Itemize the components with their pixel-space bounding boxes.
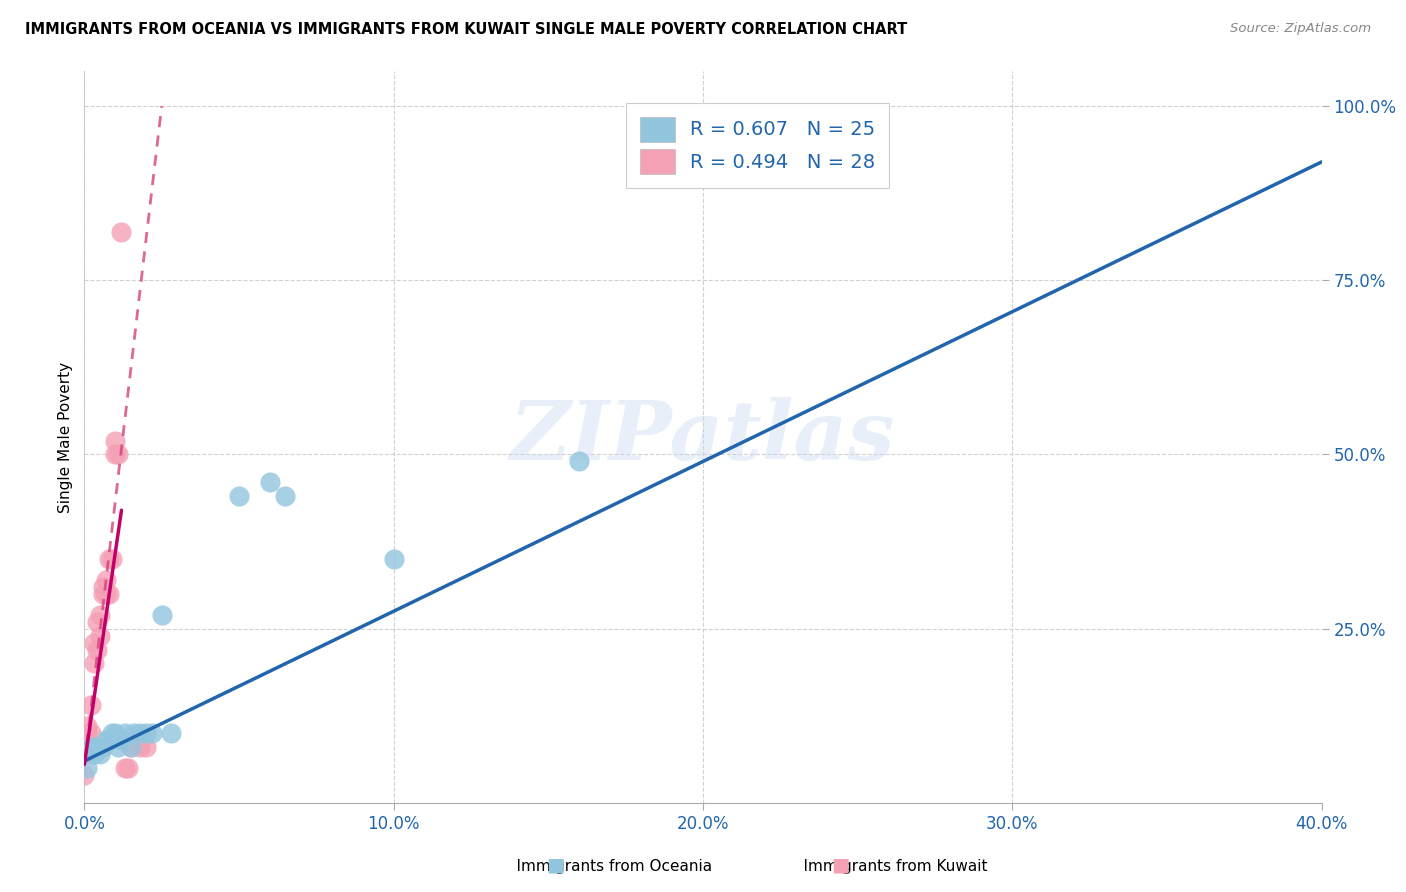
Point <box>382 552 405 566</box>
Point <box>76 726 98 740</box>
Point <box>114 761 136 775</box>
Point <box>86 642 108 657</box>
Point <box>73 747 96 761</box>
Text: Immigrants from Oceania: Immigrants from Oceania <box>496 859 713 874</box>
Text: Immigrants from Kuwait: Immigrants from Kuwait <box>785 859 987 874</box>
Point <box>129 726 152 740</box>
Point <box>91 587 114 601</box>
Point <box>98 733 121 747</box>
Point <box>228 489 250 503</box>
Point <box>122 726 145 740</box>
Point <box>117 761 139 775</box>
Text: ■: ■ <box>546 855 565 874</box>
Point <box>91 740 114 755</box>
Point <box>76 719 98 733</box>
Text: ■: ■ <box>831 855 851 874</box>
Point <box>120 740 142 755</box>
Point <box>89 607 111 622</box>
Point <box>98 552 121 566</box>
Text: Source: ZipAtlas.com: Source: ZipAtlas.com <box>1230 22 1371 36</box>
Point <box>135 740 157 755</box>
Point <box>89 629 111 643</box>
Point <box>150 607 173 622</box>
Point <box>94 573 117 587</box>
Point <box>79 740 101 755</box>
Point <box>120 740 142 755</box>
Point <box>110 733 132 747</box>
Point <box>89 747 111 761</box>
Point <box>101 552 124 566</box>
Legend: R = 0.607   N = 25, R = 0.494   N = 28: R = 0.607 N = 25, R = 0.494 N = 28 <box>626 103 889 188</box>
Point <box>104 726 127 740</box>
Text: IMMIGRANTS FROM OCEANIA VS IMMIGRANTS FROM KUWAIT SINGLE MALE POVERTY CORRELATIO: IMMIGRANTS FROM OCEANIA VS IMMIGRANTS FR… <box>25 22 907 37</box>
Point <box>160 726 183 740</box>
Point <box>86 740 108 755</box>
Point <box>259 475 281 490</box>
Point <box>110 225 132 239</box>
Point <box>107 448 129 462</box>
Point <box>94 733 117 747</box>
Text: ZIPatlas: ZIPatlas <box>510 397 896 477</box>
Point <box>129 740 152 755</box>
Y-axis label: Single Male Poverty: Single Male Poverty <box>58 361 73 513</box>
Point <box>91 580 114 594</box>
Point <box>104 448 127 462</box>
Point <box>274 489 297 503</box>
Point <box>141 726 163 740</box>
Point <box>79 726 101 740</box>
Point <box>94 587 117 601</box>
Point <box>107 740 129 755</box>
Point <box>83 635 105 649</box>
Point <box>73 768 96 782</box>
Point <box>76 761 98 775</box>
Point <box>101 726 124 740</box>
Point <box>83 657 105 671</box>
Point <box>83 747 105 761</box>
Point <box>114 726 136 740</box>
Point <box>568 454 591 468</box>
Point <box>79 698 101 713</box>
Point <box>98 587 121 601</box>
Point <box>86 615 108 629</box>
Point <box>104 434 127 448</box>
Point <box>135 726 157 740</box>
